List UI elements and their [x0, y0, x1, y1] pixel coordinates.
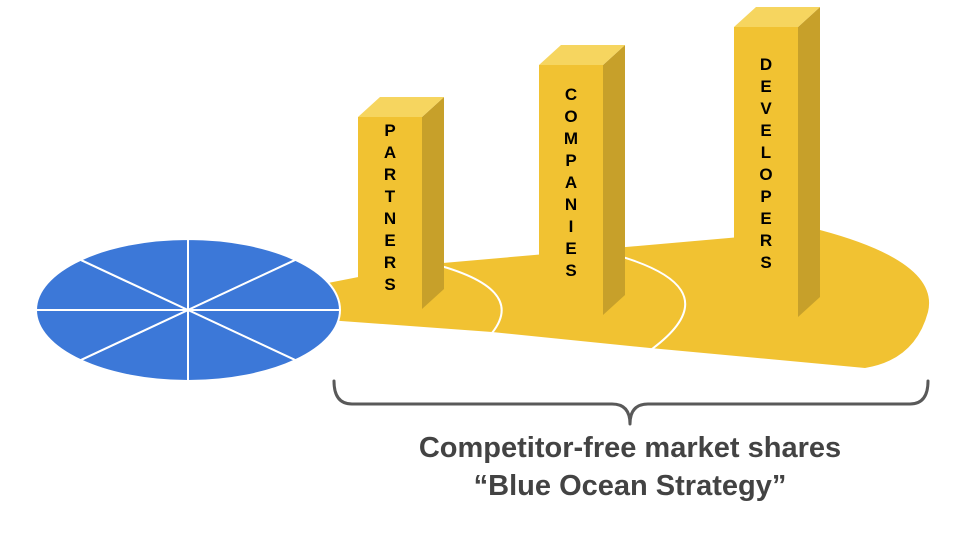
bar-companies-top	[539, 45, 625, 65]
pie-slice	[187, 258, 342, 311]
bar-companies-side	[603, 45, 625, 315]
pie-slice	[187, 309, 342, 362]
bar-companies-front	[539, 65, 603, 315]
bar-developers-front	[734, 27, 798, 317]
pie-slice	[78, 237, 189, 312]
bar-partners	[358, 97, 444, 309]
bar-developers	[734, 7, 820, 317]
wedge-arc-1	[429, 262, 503, 334]
pie-slice	[187, 237, 298, 312]
caption-line-2: “Blue Ocean Strategy”	[473, 470, 787, 502]
market-bracket	[332, 379, 930, 426]
bar-companies	[539, 45, 625, 315]
bar-developers-side	[798, 7, 820, 317]
bar-partners-front	[358, 117, 422, 309]
bar-developers-top	[734, 7, 820, 27]
bar-partners-side	[422, 97, 444, 309]
pie-slice	[187, 308, 298, 383]
bar-partners-top	[358, 97, 444, 117]
caption-line-1: Competitor-free market shares	[418, 432, 842, 464]
pie-slice	[78, 308, 189, 383]
pie-slice	[34, 258, 189, 311]
pie-slice	[34, 309, 189, 362]
competitive-market-pie	[34, 237, 342, 383]
